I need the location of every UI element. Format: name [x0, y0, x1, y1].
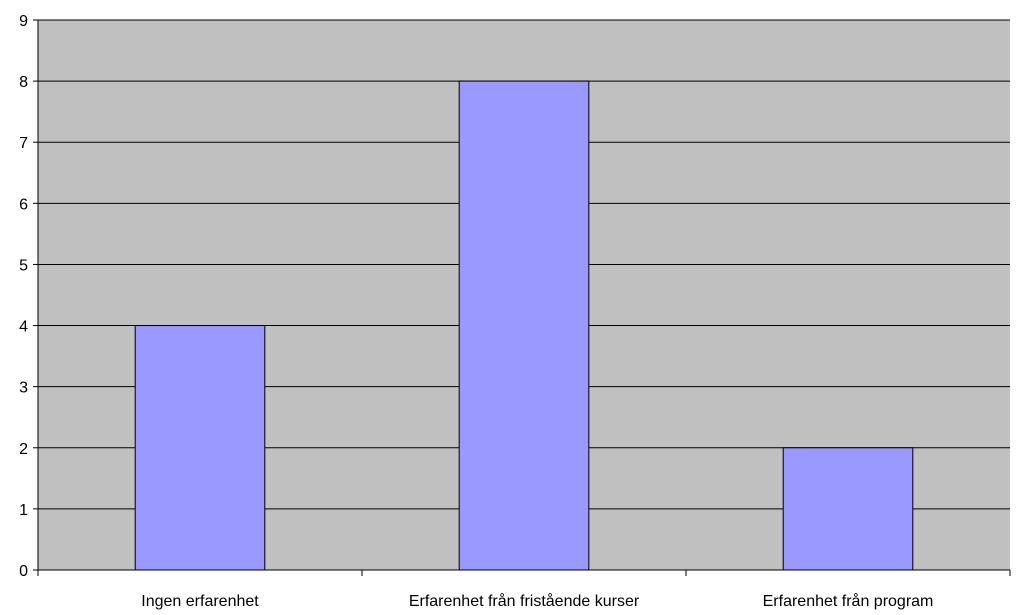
y-tick-label: 4: [19, 319, 28, 336]
y-tick-label: 5: [19, 257, 28, 274]
bar: [782, 447, 914, 571]
y-tick-label: 7: [19, 135, 28, 152]
bars: [134, 80, 914, 571]
bar: [458, 80, 590, 571]
x-category-label: Ingen erfarenhet: [141, 593, 259, 610]
tick-labels: 0 1 2 3 4 5 6 7 8 9 Ingen erfarenhet Erfarenhet frå…: [19, 13, 933, 610]
x-category-label: Erfarenhet från program: [763, 592, 934, 610]
y-tick-label: 6: [19, 196, 28, 213]
y-tick-label: 9: [19, 13, 28, 30]
y-tick-label: 3: [19, 380, 28, 397]
y-tick-label: 0: [19, 563, 28, 580]
y-tick-label: 2: [19, 441, 28, 458]
y-tick-label: 8: [19, 74, 28, 91]
x-category-label: Erfarenhet från fristående kurser: [409, 592, 640, 610]
y-tick-label: 1: [19, 502, 28, 519]
axes: [33, 19, 1011, 576]
bar: [134, 325, 266, 571]
